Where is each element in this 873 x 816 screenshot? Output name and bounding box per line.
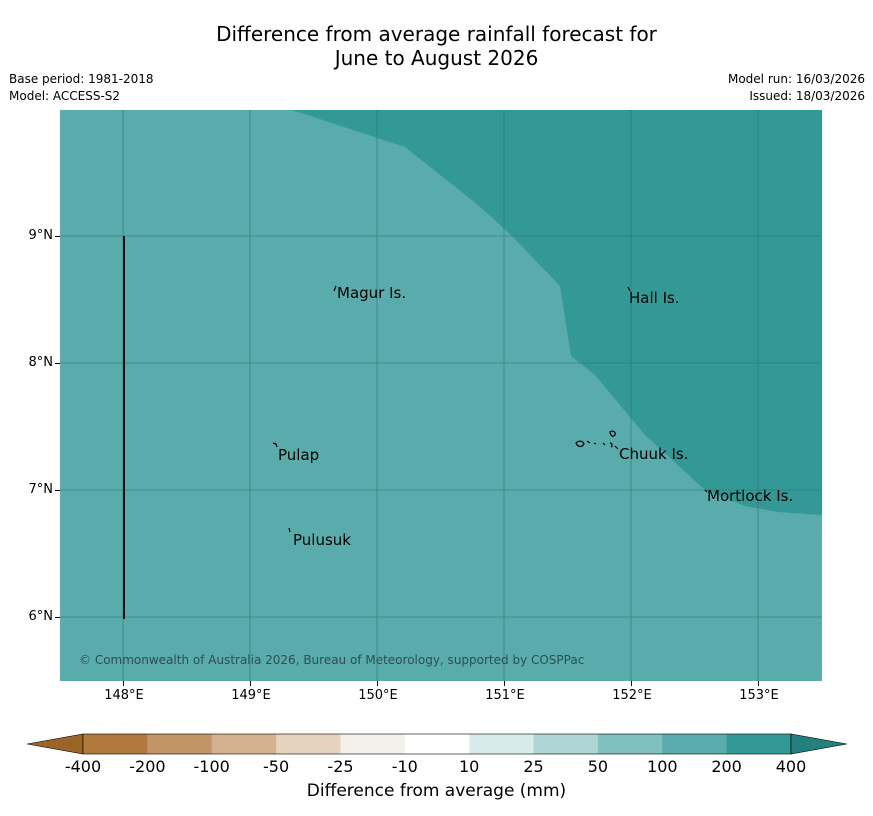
colorbar-swatch — [83, 734, 148, 754]
meta-right: Model run: 16/03/2026 Issued: 18/03/2026 — [728, 71, 865, 105]
chart-title: Difference from average rainfall forecas… — [0, 22, 873, 70]
lat-label-6n: 6°N — [28, 609, 54, 624]
colorbar-swatch — [469, 734, 535, 754]
lon-label-150e: 150°E — [358, 688, 398, 703]
island-pulusuk — [288, 527, 291, 533]
colorbar-label-100: 100 — [647, 757, 678, 776]
colorbar-swatch — [597, 734, 663, 754]
lon-label-153e: 153°E — [739, 688, 779, 703]
colorbar-label-10: 10 — [459, 757, 480, 776]
island-hall — [627, 286, 631, 292]
colorbar-extend-high — [790, 733, 848, 755]
colorbar — [26, 733, 848, 755]
model-run: Model run: 16/03/2026 — [727, 72, 865, 86]
title-line-1: Difference from average rainfall forecas… — [216, 22, 657, 46]
lat-tick-7 — [55, 490, 60, 491]
meta-left: Base period: 1981-2018 Model: ACCESS-S2 — [9, 71, 154, 105]
lat-tick-6 — [55, 617, 60, 618]
model-name: Model: ACCESS-S2 — [9, 89, 121, 103]
colorbar-label-neg100: -100 — [193, 757, 230, 776]
colorbar-swatch — [662, 734, 728, 754]
lat-label-7n: 7°N — [28, 482, 54, 497]
map-panel[interactable] — [60, 110, 822, 681]
lat-label-9n: 9°N — [28, 228, 54, 243]
issued-date: Issued: 18/03/2026 — [749, 89, 865, 103]
lon-tick-150 — [377, 681, 378, 686]
title-line-2: June to August 2026 — [334, 46, 539, 70]
place-label-magur: Magur Is. — [337, 284, 407, 302]
island-mortlock — [704, 489, 708, 493]
island-chuuk — [575, 430, 619, 450]
lat-tick-9 — [55, 236, 60, 237]
colorbar-extend-low — [26, 733, 84, 755]
island-magur — [333, 285, 337, 292]
colorbar-swatch — [340, 734, 406, 754]
place-label-mortlock: Mortlock Is. — [707, 487, 794, 505]
lat-label-8n: 8°N — [28, 355, 54, 370]
island-pulap — [272, 442, 278, 448]
lon-tick-152 — [631, 681, 632, 686]
map-canvas — [60, 110, 822, 681]
lon-tick-153 — [758, 681, 759, 686]
colorbar-label-neg50: -50 — [263, 757, 290, 776]
colorbar-label-neg400: -400 — [64, 757, 102, 776]
colorbar-label-neg200: -200 — [129, 757, 166, 776]
place-label-pulap: Pulap — [278, 446, 320, 464]
colorbar-swatch — [147, 734, 213, 754]
colorbar-label-200: 200 — [711, 757, 742, 776]
region-100-to-200 — [292, 110, 822, 515]
colorbar-label-25: 25 — [523, 757, 544, 776]
colorbar-label-400: 400 — [775, 757, 807, 776]
colorbar-title: Difference from average (mm) — [306, 781, 567, 801]
lon-label-149e: 149°E — [231, 688, 271, 703]
lat-tick-8 — [55, 363, 60, 364]
colorbar-swatch — [276, 734, 341, 754]
lon-label-148e: 148°E — [104, 688, 144, 703]
colorbar-swatch — [211, 734, 277, 754]
copyright-notice: © Commonwealth of Australia 2026, Bureau… — [79, 653, 585, 667]
colorbar-swatch — [726, 734, 792, 754]
place-label-pulusuk: Pulusuk — [293, 531, 351, 549]
colorbar-label-neg25: -25 — [327, 757, 354, 776]
lon-tick-149 — [250, 681, 251, 686]
lon-tick-151 — [504, 681, 505, 686]
place-label-chuuk: Chuuk Is. — [619, 445, 689, 463]
colorbar-swatch — [533, 734, 599, 754]
place-label-hall: Hall Is. — [629, 289, 680, 307]
colorbar-label-neg10: -10 — [391, 757, 418, 776]
colorbar-segments — [82, 733, 792, 755]
lon-label-151e: 151°E — [485, 688, 525, 703]
base-period: Base period: 1981-2018 — [9, 72, 154, 86]
lon-label-152e: 152°E — [612, 688, 652, 703]
island-outlines — [272, 285, 708, 533]
lon-tick-148 — [123, 681, 124, 686]
colorbar-label-50: 50 — [587, 757, 609, 776]
colorbar-swatch — [404, 734, 470, 754]
